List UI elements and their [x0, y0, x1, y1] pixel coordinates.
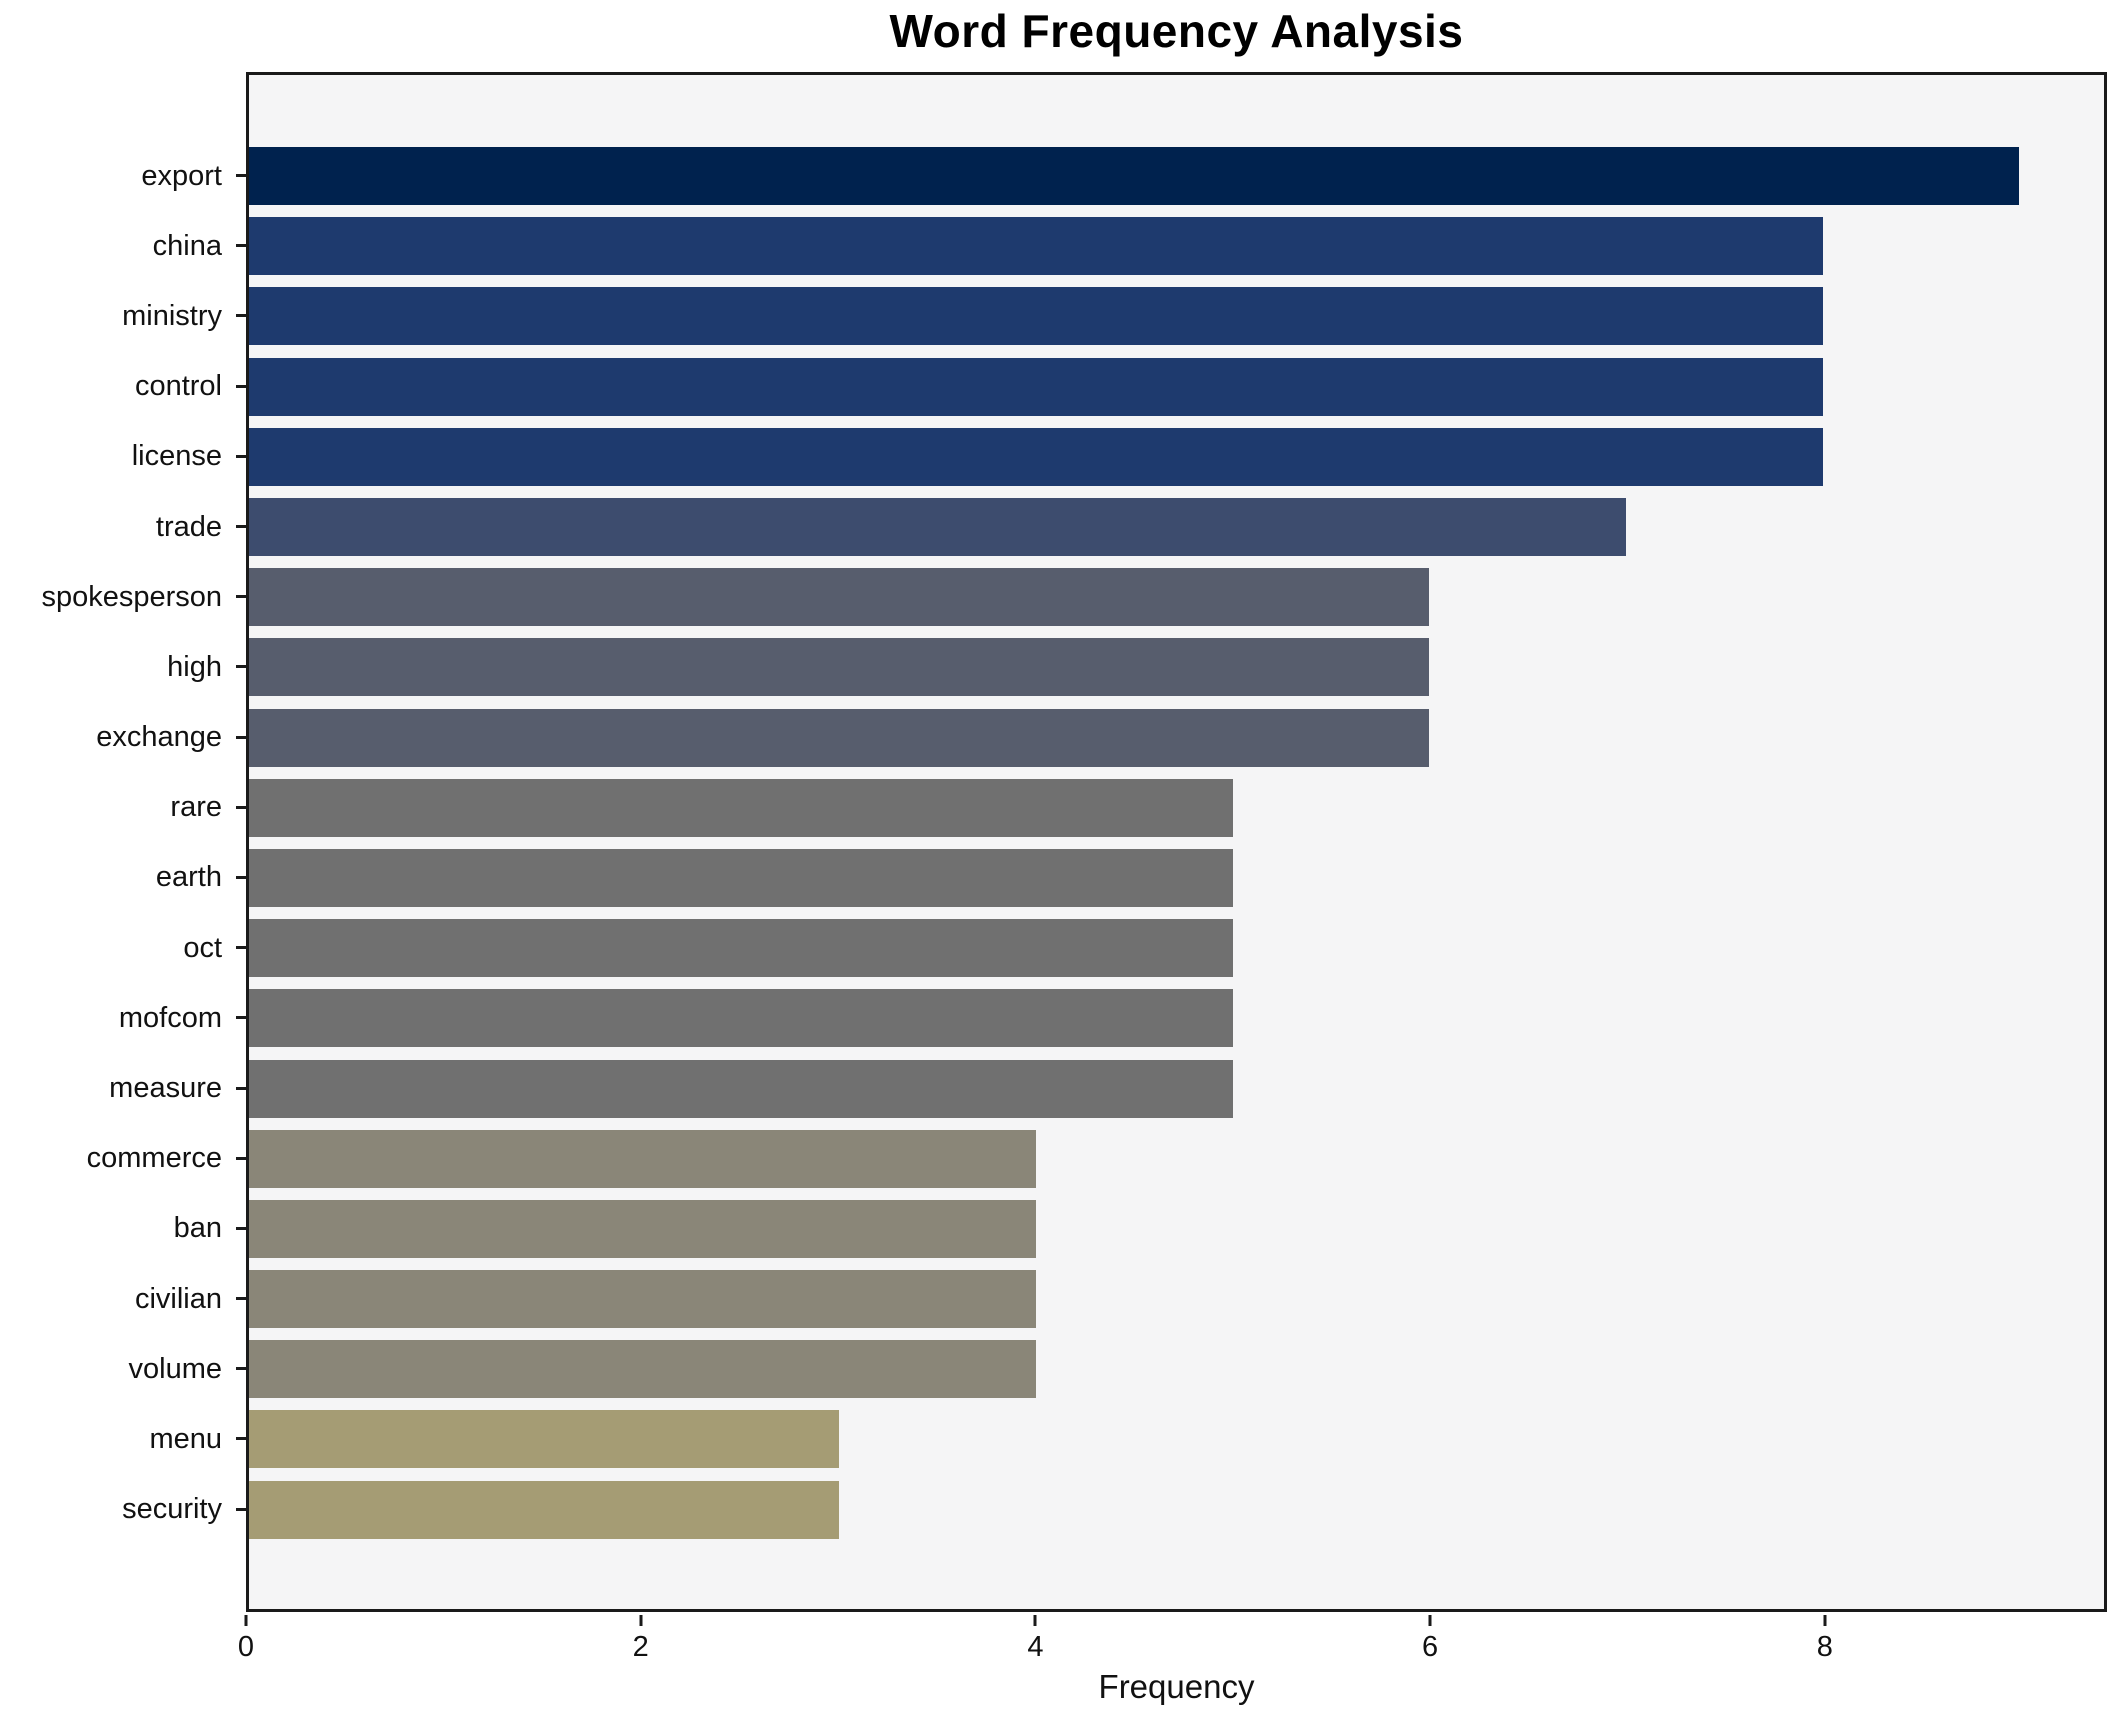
x-tick-mark: [244, 1615, 248, 1626]
y-tick-label: control: [134, 370, 222, 403]
y-tick-mark: [236, 1367, 246, 1371]
y-tick-mark: [236, 1156, 246, 1160]
chart-title: Word Frequency Analysis: [889, 5, 1464, 57]
y-tick-mark: [236, 875, 246, 879]
bar: [249, 708, 1430, 767]
bar: [249, 848, 1233, 907]
y-tick-label: measure: [109, 1072, 222, 1105]
y-tick-label: trade: [155, 510, 222, 543]
bar: [249, 147, 2020, 206]
y-tick-label: security: [122, 1493, 222, 1526]
y-tick-mark: [236, 525, 246, 529]
y-tick-mark: [236, 665, 246, 669]
plot-area: export china ministry control license trade sp…: [41, 72, 2107, 1612]
y-tick-label: volume: [128, 1352, 223, 1385]
bar: [249, 919, 1233, 978]
x-tick-label: 2: [632, 1631, 649, 1663]
bar: [249, 989, 1233, 1048]
y-tick-label: exchange: [96, 721, 222, 754]
bar-row: security: [122, 1475, 2104, 1545]
bar: [249, 357, 1823, 416]
bar: [249, 427, 1823, 486]
bar-row: high: [167, 632, 2104, 702]
bars-container: export china ministry control license trade sp…: [41, 75, 2104, 1545]
bar-row: menu: [149, 1404, 2104, 1474]
bar-row: export: [141, 141, 2104, 211]
bar-row: rare: [170, 773, 2104, 843]
bar-row: ministry: [122, 281, 2104, 351]
y-tick-label: mofcom: [118, 1001, 222, 1034]
y-tick-label: ministry: [122, 299, 222, 332]
y-tick-mark: [236, 735, 246, 739]
y-tick-label: earth: [155, 861, 222, 894]
y-tick-label: rare: [170, 791, 222, 824]
y-tick-label: china: [152, 229, 222, 262]
bar: [249, 568, 1430, 627]
y-tick-mark: [236, 1086, 246, 1090]
x-tick-label: 4: [1027, 1631, 1044, 1663]
bar-row: trade: [156, 492, 2104, 562]
bar-row: measure: [109, 1053, 2104, 1123]
y-tick-mark: [236, 244, 246, 248]
bar: [249, 638, 1430, 697]
bar-row: china: [153, 211, 2104, 281]
y-tick-mark: [236, 314, 246, 318]
y-tick-mark: [236, 1297, 246, 1301]
y-tick-mark: [236, 1507, 246, 1511]
bar: [249, 287, 1823, 346]
bar-row: volume: [129, 1334, 2104, 1404]
x-tick-mark: [1823, 1615, 1827, 1626]
y-tick-label: spokesperson: [41, 580, 222, 613]
bar-row: spokesperson: [41, 562, 2104, 632]
bar: [249, 1059, 1233, 1118]
x-tick-label: 8: [1816, 1631, 1833, 1663]
x-tick-label: 0: [237, 1631, 255, 1663]
y-tick-label: civilian: [134, 1282, 222, 1315]
y-tick-mark: [236, 1226, 246, 1230]
bar: [249, 1480, 840, 1539]
x-tick-mark: [1033, 1615, 1037, 1626]
bar: [249, 1199, 1036, 1258]
y-tick-label: export: [141, 159, 222, 192]
y-tick-mark: [236, 384, 246, 388]
y-tick-mark: [236, 805, 246, 809]
bar-row: earth: [156, 843, 2104, 913]
y-tick-label: commerce: [86, 1142, 222, 1175]
y-tick-label: license: [131, 440, 222, 473]
bar: [249, 498, 1626, 557]
y-tick-label: high: [167, 650, 222, 683]
x-axis-label: Frequency: [1098, 1668, 1255, 1705]
y-tick-mark: [236, 595, 246, 599]
bar-row: control: [135, 352, 2104, 422]
y-tick-mark: [236, 174, 246, 178]
bar-row: exchange: [96, 703, 2104, 773]
y-tick-mark: [236, 946, 246, 950]
bar-row: ban: [174, 1194, 2104, 1264]
bar-row: mofcom: [119, 983, 2104, 1053]
x-tick-mark: [1428, 1615, 1432, 1626]
y-tick-label: oct: [183, 931, 222, 964]
y-tick-mark: [236, 454, 246, 458]
x-tick-label: 6: [1422, 1631, 1439, 1663]
bar-row: civilian: [135, 1264, 2104, 1334]
bar: [249, 1410, 840, 1469]
bar-row: license: [132, 422, 2104, 492]
bar: [249, 1340, 1036, 1399]
bar-row: commerce: [87, 1124, 2104, 1194]
y-tick-mark: [236, 1437, 246, 1441]
x-tick-mark: [639, 1615, 643, 1626]
y-tick-label: ban: [173, 1212, 222, 1245]
y-tick-label: menu: [149, 1422, 222, 1455]
bar-row: oct: [183, 913, 2104, 983]
bar: [249, 778, 1233, 837]
bar: [249, 1270, 1036, 1329]
bar: [249, 1129, 1036, 1188]
bar: [249, 217, 1823, 276]
y-tick-mark: [236, 1016, 246, 1020]
x-axis: 0 2 4 6 8: [238, 1615, 2107, 1675]
